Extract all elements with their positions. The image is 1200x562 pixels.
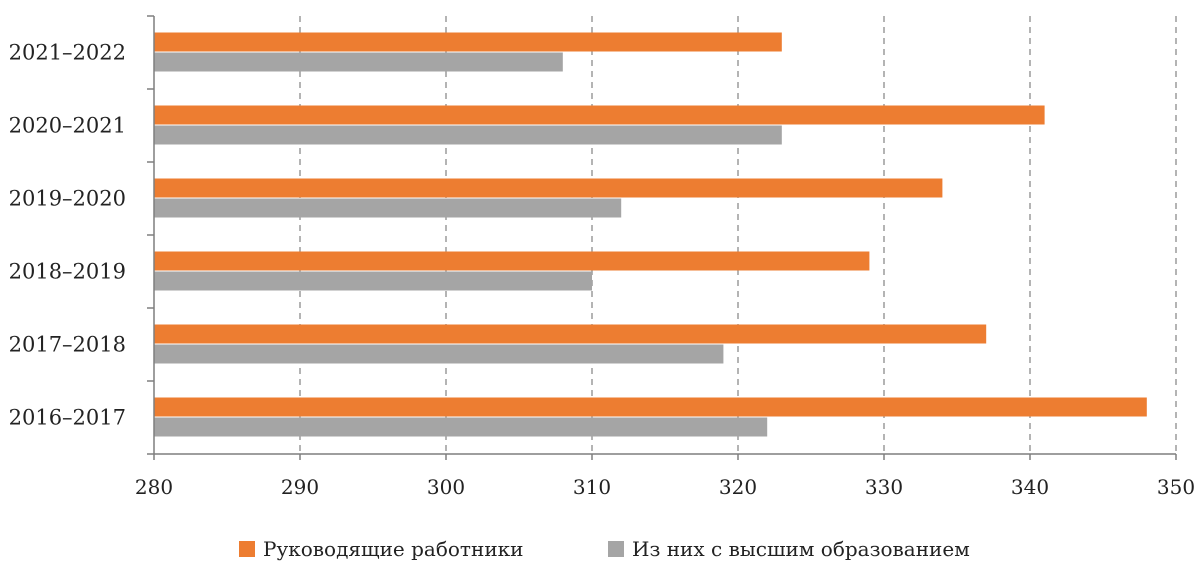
bar-managers-0	[154, 397, 1147, 417]
bar-higher-education-2	[154, 271, 592, 291]
x-tick-label-350: 350	[1157, 475, 1195, 499]
category-label-1: 2017–2018	[9, 333, 126, 357]
grid-lines	[299, 16, 1177, 454]
category-label-3: 2019–2020	[9, 187, 126, 211]
category-label-5: 2021–2022	[9, 41, 126, 65]
bar-higher-education-4	[154, 125, 782, 145]
x-tick-label-290: 290	[281, 475, 319, 499]
bar-managers-5	[154, 32, 782, 52]
category-label-4: 2020–2021	[9, 114, 126, 138]
category-label-0: 2016–2017	[9, 406, 126, 430]
x-tick-labels: 280 290 300 310 320 330 340 350	[135, 475, 1195, 499]
axes	[147, 15, 1177, 460]
bar-managers-2	[154, 251, 870, 271]
bar-higher-education-5	[154, 52, 563, 72]
legend-label-0: Руководящие работники	[263, 537, 523, 561]
x-tick-label-300: 300	[427, 475, 465, 499]
bar-higher-education-1	[154, 344, 724, 364]
legend-label-1: Из них с высшим образованием	[632, 537, 970, 561]
legend-swatch-0	[239, 541, 255, 557]
category-label-2: 2018–2019	[9, 260, 126, 284]
legend: Руководящие работники Из них с высшим обр…	[239, 537, 970, 561]
bars	[154, 32, 1147, 437]
bar-managers-1	[154, 324, 987, 344]
bar-higher-education-0	[154, 417, 768, 437]
bar-higher-education-3	[154, 198, 622, 218]
bar-managers-4	[154, 105, 1045, 125]
x-tick-label-320: 320	[719, 475, 757, 499]
category-labels: 2016–2017 2017–2018 2018–2019 2019–2020 2020…	[9, 41, 126, 430]
x-tick-label-340: 340	[1011, 475, 1049, 499]
x-tick-label-310: 310	[573, 475, 611, 499]
x-tick-label-280: 280	[135, 475, 173, 499]
x-tick-label-330: 330	[865, 475, 903, 499]
legend-swatch-1	[608, 541, 624, 557]
bar-managers-3	[154, 178, 943, 198]
